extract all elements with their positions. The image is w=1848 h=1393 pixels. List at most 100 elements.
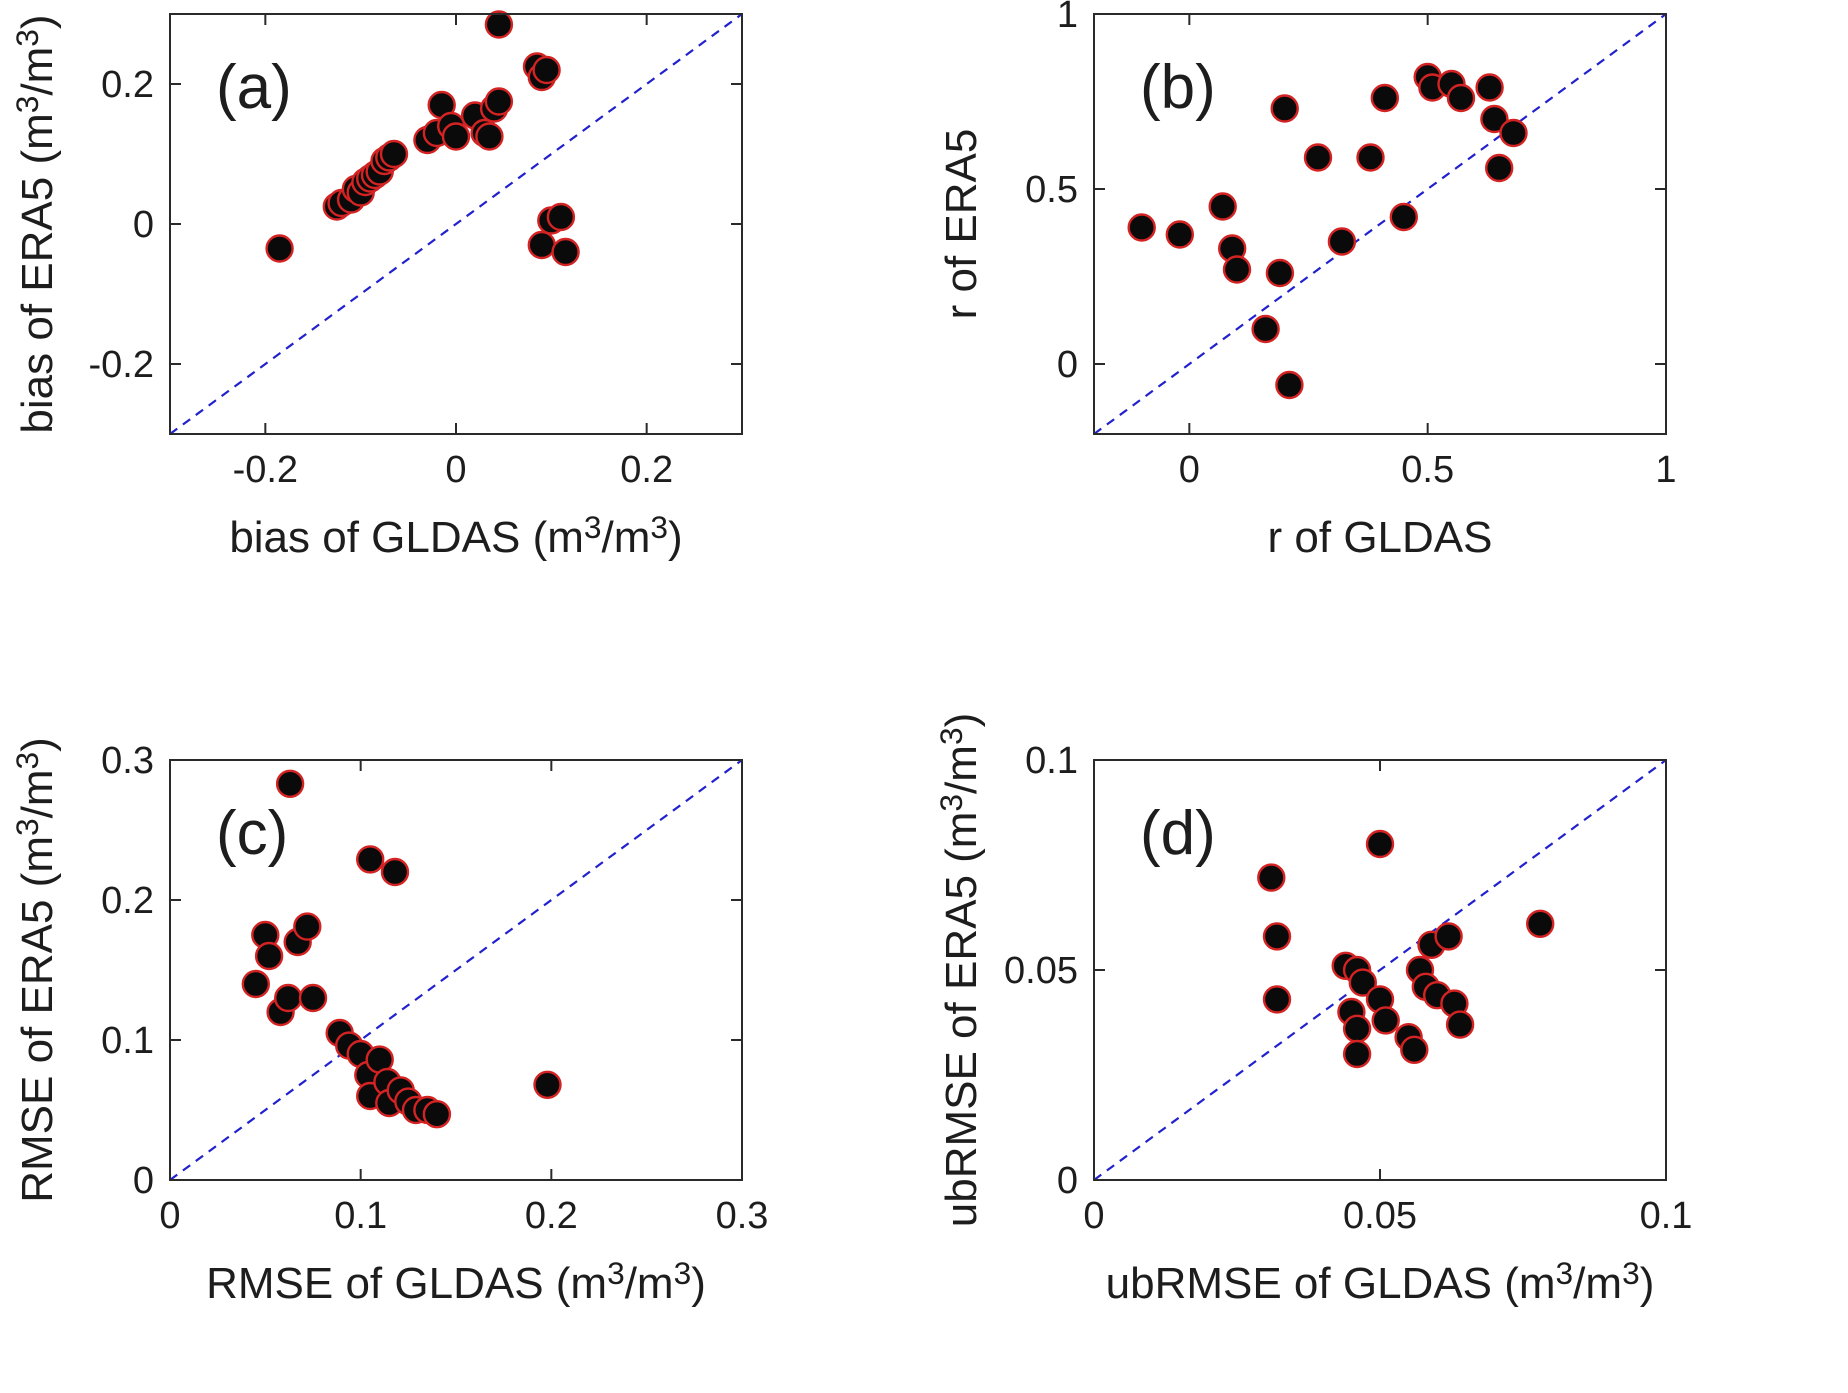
x-tick-label: 0.5 bbox=[1401, 449, 1454, 491]
data-point bbox=[1499, 118, 1528, 148]
y-axis-label: r of ERA5 bbox=[937, 129, 986, 320]
y-tick-label: 0 bbox=[1057, 1160, 1078, 1202]
data-point bbox=[527, 230, 556, 260]
panel-c: 0 0.1 0.2 0.3 0 0.1 0.2 0.3 RMSE of GLDAS (m3/m3… bbox=[0, 696, 924, 1393]
data-point bbox=[1275, 370, 1304, 400]
data-point bbox=[532, 55, 561, 85]
x-tick-label: 0.2 bbox=[525, 1195, 578, 1237]
x-tick-label: 0.05 bbox=[1343, 1195, 1417, 1237]
data-point bbox=[484, 87, 514, 116]
data-point bbox=[1400, 1035, 1429, 1064]
one-to-one-line bbox=[169, 759, 743, 1181]
data-point bbox=[1303, 143, 1333, 172]
y-axis-label: RMSE of ERA5 (m3/m3) bbox=[9, 737, 62, 1203]
data-point bbox=[1475, 73, 1504, 102]
x-tick-label: 0 bbox=[445, 449, 466, 491]
data-point bbox=[1257, 863, 1286, 892]
x-tick-label: 1 bbox=[1655, 449, 1676, 491]
data-point bbox=[293, 912, 322, 941]
data-point bbox=[356, 845, 385, 874]
data-point bbox=[254, 941, 284, 971]
y-tick-label: 0.05 bbox=[1004, 950, 1078, 992]
data-point bbox=[274, 983, 303, 1013]
x-tick-label: 0.1 bbox=[1640, 1195, 1693, 1237]
data-point bbox=[1265, 258, 1295, 288]
data-point bbox=[380, 857, 410, 887]
one-to-one-line bbox=[1093, 759, 1667, 1181]
data-point bbox=[275, 769, 305, 799]
panel-letter: (d) bbox=[1140, 799, 1216, 868]
data-point bbox=[1356, 143, 1385, 172]
data-point bbox=[1342, 1014, 1372, 1043]
x-tick-label: 0 bbox=[1179, 449, 1200, 491]
data-point bbox=[1127, 213, 1156, 242]
data-point bbox=[475, 122, 504, 151]
x-axis-label: r of GLDAS bbox=[1268, 513, 1493, 562]
y-tick-label: 0.2 bbox=[101, 64, 154, 106]
data-point bbox=[1262, 922, 1292, 951]
data-point bbox=[1208, 192, 1237, 221]
data-point bbox=[379, 139, 409, 169]
data-points bbox=[1257, 829, 1555, 1069]
data-point bbox=[1270, 94, 1299, 123]
data-point bbox=[1342, 1039, 1372, 1069]
y-tick-label: 0 bbox=[133, 1160, 154, 1202]
data-point bbox=[441, 122, 471, 151]
axis-box bbox=[169, 759, 743, 1181]
data-point bbox=[1485, 153, 1514, 183]
x-tick-label: 0.3 bbox=[716, 1195, 769, 1237]
data-point bbox=[298, 983, 328, 1013]
x-axis-label: bias of GLDAS (m3/m3) bbox=[229, 509, 682, 562]
data-point bbox=[265, 234, 294, 263]
data-point bbox=[484, 10, 514, 39]
y-tick-label: 0 bbox=[1057, 344, 1078, 386]
x-axis-label: RMSE of GLDAS (m3/m3) bbox=[206, 1255, 706, 1308]
data-point bbox=[1445, 1010, 1475, 1039]
data-point bbox=[1365, 829, 1395, 859]
y-tick-label: 0.5 bbox=[1025, 169, 1078, 211]
data-point bbox=[1446, 83, 1476, 113]
y-tick-label: 0 bbox=[133, 204, 154, 246]
y-tick-label: 1 bbox=[1057, 0, 1078, 36]
axis-box bbox=[1093, 13, 1667, 435]
x-tick-label: 0 bbox=[159, 1195, 180, 1237]
x-tick-label: 0 bbox=[1083, 1195, 1104, 1237]
data-point bbox=[1434, 922, 1463, 951]
y-tick-label: 0.3 bbox=[101, 740, 154, 782]
y-tick-label: 0.1 bbox=[101, 1020, 154, 1062]
x-tick-label: -0.2 bbox=[233, 449, 298, 491]
data-points bbox=[241, 769, 562, 1129]
x-tick-label: 0.2 bbox=[620, 449, 673, 491]
data-point bbox=[241, 969, 271, 999]
panel-letter: (a) bbox=[216, 53, 292, 122]
scatter-correlation-comparison: 0 0.5 1 0 0.5 1 r of GLDAS r of ERA5 (b) bbox=[924, 0, 1848, 696]
data-point bbox=[1165, 220, 1195, 249]
panel-b: 0 0.5 1 0 0.5 1 r of GLDAS r of ERA5 (b) bbox=[924, 0, 1848, 696]
data-point bbox=[1371, 1006, 1400, 1035]
data-point bbox=[1222, 255, 1252, 284]
data-point bbox=[1348, 968, 1377, 997]
x-tick-label: 0.1 bbox=[334, 1195, 387, 1237]
data-point bbox=[1251, 314, 1280, 344]
panel-d: 0 0.05 0.1 0 0.05 0.1 ubRMSE of GLDAS (m3/m3) u… bbox=[924, 696, 1848, 1393]
data-point bbox=[1480, 104, 1509, 134]
one-to-one-line bbox=[169, 13, 743, 435]
data-point bbox=[551, 237, 580, 267]
data-point bbox=[1526, 909, 1555, 939]
data-points bbox=[265, 10, 580, 267]
data-points bbox=[1127, 62, 1528, 400]
panel-letter: (c) bbox=[216, 799, 288, 868]
data-point bbox=[546, 202, 576, 232]
data-point bbox=[1370, 83, 1399, 113]
scatter-bias-comparison: -0.2 0 0.2 -0.2 0 0.2 bias of GLDAS (m3/m3) bia… bbox=[0, 0, 924, 696]
y-tick-label: -0.2 bbox=[89, 344, 154, 386]
data-point bbox=[1262, 985, 1292, 1014]
data-point bbox=[1327, 227, 1357, 256]
x-axis-label: ubRMSE of GLDAS (m3/m3) bbox=[1106, 1255, 1655, 1308]
one-to-one-line bbox=[1093, 13, 1667, 435]
y-tick-label: 0.2 bbox=[101, 880, 154, 922]
y-axis-label: ubRMSE of ERA5 (m3/m3) bbox=[933, 713, 986, 1227]
panel-a: -0.2 0 0.2 -0.2 0 0.2 bias of GLDAS (m3/m3) bia… bbox=[0, 0, 924, 696]
